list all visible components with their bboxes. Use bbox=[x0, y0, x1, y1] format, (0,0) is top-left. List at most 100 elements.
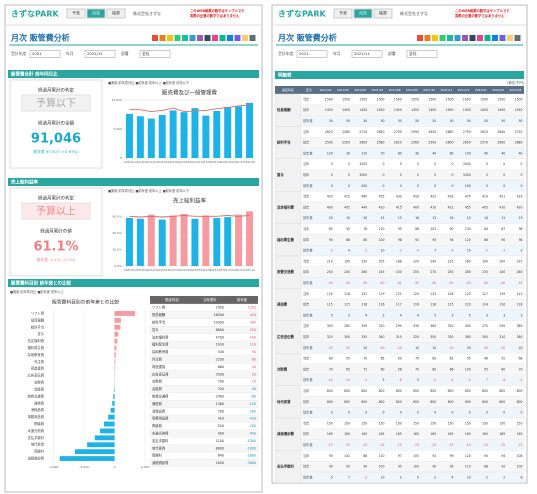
bar bbox=[213, 217, 221, 266]
button-label[interactable]: 月次 bbox=[359, 10, 367, 16]
cell: 300 bbox=[344, 335, 350, 339]
filter-box[interactable] bbox=[84, 50, 116, 58]
color-chip bbox=[249, 35, 256, 41]
color-chip bbox=[462, 35, 468, 41]
cell: 200 bbox=[499, 259, 505, 263]
filter-value[interactable]: 2021 bbox=[32, 51, 42, 56]
button-label[interactable]: 帳票 bbox=[379, 10, 387, 16]
cell: 75 bbox=[415, 357, 419, 361]
cell: 1500 bbox=[446, 97, 454, 101]
button[interactable] bbox=[86, 8, 106, 19]
filter-box[interactable] bbox=[29, 50, 61, 58]
filter-value[interactable]: 全社 bbox=[409, 51, 417, 56]
cell: 125 bbox=[465, 292, 471, 296]
button[interactable] bbox=[353, 8, 373, 19]
filter-box[interactable] bbox=[139, 50, 171, 58]
button-label[interactable]: 月次 bbox=[92, 10, 100, 16]
bar bbox=[158, 115, 166, 158]
cell: 80 bbox=[450, 151, 454, 155]
color-chip bbox=[484, 35, 491, 41]
cell: 4 bbox=[417, 313, 419, 317]
button[interactable] bbox=[106, 8, 126, 19]
cell: 405 bbox=[482, 205, 488, 209]
cell: 330 bbox=[413, 324, 419, 328]
cell: 119 bbox=[379, 292, 385, 296]
cell: 120 bbox=[250, 343, 256, 347]
section-title: 販管費合計 前年同月比 bbox=[10, 71, 58, 78]
cell: 10 bbox=[415, 346, 419, 350]
cell: 210 bbox=[327, 259, 333, 263]
filter-value[interactable]: 2021/11 bbox=[354, 51, 370, 56]
kind: 当年 bbox=[303, 161, 310, 166]
cell: 150 bbox=[344, 421, 350, 425]
cell: 800 bbox=[482, 400, 488, 404]
cell: 外注費 bbox=[152, 357, 163, 362]
cell: 2590 bbox=[411, 130, 419, 134]
cell: -2 bbox=[364, 249, 367, 253]
cell: 165 bbox=[482, 432, 488, 436]
cell: 150 bbox=[448, 421, 454, 425]
filter-box[interactable] bbox=[351, 50, 383, 58]
table-row bbox=[300, 374, 525, 386]
table-row bbox=[300, 158, 525, 170]
table-row bbox=[149, 318, 259, 327]
cell: -20 bbox=[328, 346, 333, 350]
filter-value[interactable]: 2021 bbox=[299, 51, 309, 56]
line-series bbox=[129, 104, 250, 113]
section-bar bbox=[8, 70, 259, 78]
cell: 1450 bbox=[342, 108, 350, 112]
cell: 88 bbox=[415, 227, 419, 231]
button[interactable] bbox=[66, 8, 86, 19]
cell: 118 bbox=[361, 303, 367, 307]
cell: 800 bbox=[430, 400, 436, 404]
cell: 50 bbox=[415, 119, 419, 123]
cell: -20 bbox=[466, 281, 471, 285]
cell: -700 bbox=[249, 424, 256, 428]
cell: 121 bbox=[517, 292, 523, 296]
cell: 421 bbox=[499, 195, 505, 199]
color-chip bbox=[242, 35, 248, 41]
judge-label: 経過月累計の判定 bbox=[38, 195, 74, 202]
cell: 1450 bbox=[411, 108, 419, 112]
filter-value[interactable]: 全社 bbox=[142, 51, 150, 56]
cell: 94 bbox=[519, 238, 523, 242]
button-label[interactable]: 予実 bbox=[72, 10, 80, 16]
y-tick-label: 旅費交通費 bbox=[28, 393, 45, 398]
cell: 3400 bbox=[463, 162, 471, 166]
cell: 2450 bbox=[216, 306, 224, 310]
filter-box[interactable] bbox=[296, 50, 328, 58]
filter-box[interactable] bbox=[406, 50, 438, 58]
x-tick-label: 2021/06 bbox=[179, 268, 190, 272]
notice: このWEB帳票の数字はサンプルです bbox=[455, 8, 510, 13]
filter-label: 部署 bbox=[388, 51, 396, 56]
cell: 支払手数料 bbox=[152, 438, 169, 443]
column-header: 2021/10 bbox=[423, 88, 435, 92]
cell: 121 bbox=[396, 292, 402, 296]
cell: 110 bbox=[379, 454, 385, 458]
x-tick-label: 2021/05 bbox=[168, 268, 179, 272]
cell: 0 bbox=[400, 411, 402, 415]
cell: 115 bbox=[327, 303, 333, 307]
color-chip bbox=[417, 35, 423, 41]
cell: -30 bbox=[362, 281, 367, 285]
button-label[interactable]: 帳票 bbox=[112, 10, 120, 16]
account-cell bbox=[274, 190, 302, 224]
filter-value[interactable]: 2021/11 bbox=[87, 51, 103, 56]
cell: 90 bbox=[329, 238, 333, 242]
table-row bbox=[149, 355, 259, 364]
cell: 0 bbox=[348, 162, 350, 166]
cell: 14 bbox=[484, 216, 488, 220]
cell: 0 bbox=[469, 411, 471, 415]
button[interactable] bbox=[373, 8, 393, 19]
cell: 法定福利費 bbox=[152, 334, 169, 339]
color-chip bbox=[167, 35, 173, 41]
cell: 1450 bbox=[463, 108, 471, 112]
cell: 120 bbox=[465, 303, 471, 307]
cell: 116 bbox=[499, 303, 505, 307]
cell: 165 bbox=[465, 432, 471, 436]
cell: 116 bbox=[413, 303, 419, 307]
cell: 3 bbox=[521, 313, 523, 317]
button-label[interactable]: 予実 bbox=[339, 10, 347, 16]
button[interactable] bbox=[333, 8, 353, 19]
cell: 2650 bbox=[463, 141, 471, 145]
